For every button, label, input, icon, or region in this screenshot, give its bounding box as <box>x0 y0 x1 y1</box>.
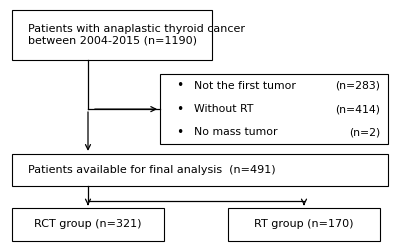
FancyBboxPatch shape <box>12 154 388 186</box>
Text: (n=414): (n=414) <box>335 104 380 114</box>
Text: Patients with anaplastic thyroid cancer
between 2004-2015 (n=1190): Patients with anaplastic thyroid cancer … <box>28 24 245 46</box>
Text: Patients available for final analysis  (n=491): Patients available for final analysis (n… <box>28 165 276 175</box>
FancyBboxPatch shape <box>160 74 388 144</box>
Text: RT group (n=170): RT group (n=170) <box>254 219 354 229</box>
Text: RCT group (n=321): RCT group (n=321) <box>34 219 142 229</box>
Text: (n=283): (n=283) <box>335 81 380 91</box>
Text: •: • <box>176 103 183 116</box>
Text: Not the first tumor: Not the first tumor <box>194 81 296 91</box>
Text: Without RT: Without RT <box>194 104 253 114</box>
Text: •: • <box>176 79 183 93</box>
Text: (n=2): (n=2) <box>349 127 380 137</box>
FancyBboxPatch shape <box>12 10 212 60</box>
FancyBboxPatch shape <box>12 208 164 241</box>
FancyBboxPatch shape <box>228 208 380 241</box>
Text: •: • <box>176 126 183 139</box>
Text: No mass tumor: No mass tumor <box>194 127 278 137</box>
